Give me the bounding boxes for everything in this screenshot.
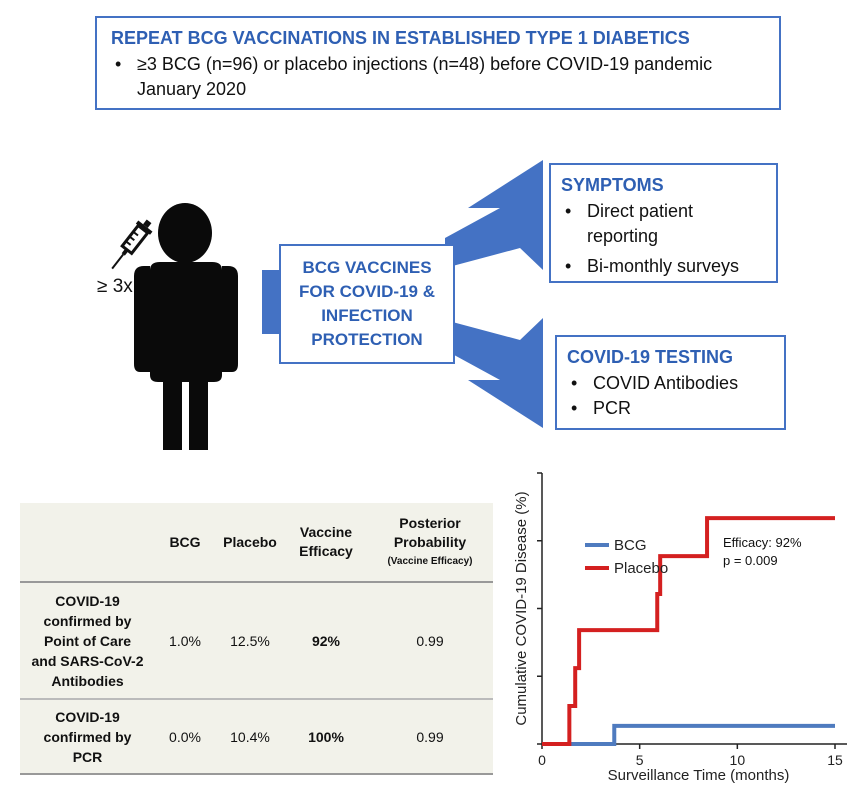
table-row: COVID-19 confirmed by Point of Care and … [20,582,493,700]
symptoms-item-2: Bi-monthly surveys [561,254,766,279]
row1-posterior: 0.99 [367,582,493,700]
study-design-line1: ≥3 BCG (n=96) or placebo injections (n=4… [137,54,713,74]
covid-testing-box: COVID-19 TESTING COVID Antibodies PCR [555,335,786,430]
diagram-graphics [111,160,543,450]
row1-label-line: confirmed by [43,612,132,629]
chart-series-group [542,516,835,746]
x-tick-label: 15 [827,752,843,768]
cumulative-disease-chart: 0 5 10 15 BCG Placebo Cumulative COVID-19 Di… [513,472,847,784]
header-pp-line2: Probability [393,533,467,550]
header-blank [20,503,155,583]
study-design-title: REPEAT BCG VACCINATIONS IN ESTABLISHED T… [111,28,690,48]
row1-label-line: Antibodies [51,672,124,689]
symptoms-box: SYMPTOMS Direct patient reporting Bi-mon… [549,163,778,283]
study-design-line2: January 2020 [137,79,247,99]
covid-testing-item-2: PCR [567,396,774,421]
chart-y-axis-label: Cumulative COVID-19 Disease (%) [513,491,530,725]
row1-label-line: COVID-19 [55,592,120,609]
header-placebo-text: Placebo [223,534,277,550]
covid-testing-item-1: COVID Antibodies [567,371,774,396]
legend-label-placebo: Placebo [614,560,668,577]
lower-branch-arrow [445,318,543,428]
symptoms-item-1-line1: Direct patient [587,201,694,221]
symptoms-title: SYMPTOMS [561,175,664,195]
row1-label-line: and SARS-CoV-2 [31,652,144,669]
header-ve-line1: Vaccine [299,524,353,540]
chart-legend: BCG Placebo [585,537,668,577]
row2-label-line: PCR [72,748,103,765]
header-bcg: BCG [155,503,215,583]
x-tick-label: 5 [636,752,644,768]
table-header-row: BCG Placebo Vaccine Efficacy Posterior P… [20,503,493,583]
header-pp-line1: Posterior [399,514,461,531]
series-line-placebo [542,516,835,746]
row2-posterior: 0.99 [367,699,493,775]
center-box-line2: FOR COVID-19 & [298,282,436,301]
row1-placebo: 12.5% [215,582,285,700]
row1-bcg: 1.0% [155,582,215,700]
chart-x-axis-label: Surveillance Time (months) [608,767,790,784]
symptoms-item-1-line2: reporting [587,226,659,246]
center-box-line3: INFECTION [321,306,413,325]
x-tick-label: 10 [730,752,746,768]
study-design-box: REPEAT BCG VACCINATIONS IN ESTABLISHED T… [95,16,781,110]
covid-testing-title: COVID-19 TESTING [567,347,734,367]
x-tick-label: 0 [538,752,546,768]
row-label-pcr: COVID-19 confirmed by PCR [20,699,155,775]
row1-label-line: Point of Care [43,632,132,649]
row2-label-line: COVID-19 [55,708,120,725]
series-line-bcg [542,723,835,746]
row2-bcg: 0.0% [155,699,215,775]
row1-efficacy: 92% [285,582,367,700]
header-placebo: Placebo [215,503,285,583]
bcg-vaccines-box: BCG VACCINES FOR COVID-19 & INFECTION PR… [279,244,455,364]
table-row: COVID-19 confirmed by PCR 0.0% 10.4% 100… [20,699,493,775]
upper-branch-arrow [445,160,543,270]
row2-efficacy: 100% [285,699,367,775]
legend-label-bcg: BCG [614,537,647,554]
syringe-icon [111,219,153,270]
row2-placebo: 10.4% [215,699,285,775]
row-label-antibodies: COVID-19 confirmed by Point of Care and … [20,582,155,700]
dose-count-label: ≥ 3x [97,276,133,297]
center-box-line1: BCG VACCINES [302,258,432,277]
center-box-line4: PROTECTION [311,330,423,349]
header-posterior-probability: Posterior Probability (Vaccine Efficacy) [367,503,493,583]
row2-label-line: confirmed by [43,728,132,745]
results-table: BCG Placebo Vaccine Efficacy Posterior P… [20,503,493,775]
header-vaccine-efficacy: Vaccine Efficacy [285,503,367,583]
study-design-bullet: ≥3 BCG (n=96) or placebo injections (n=4… [111,52,765,102]
header-pp-sub: (Vaccine Efficacy) [387,555,473,567]
person-icon [134,203,238,450]
symptoms-item-1: Direct patient reporting [561,199,766,249]
header-ve-line2: Efficacy [299,543,353,559]
chart-annotation-efficacy: Efficacy: 92% [723,535,802,550]
chart-annotation-pvalue: p = 0.009 [723,553,778,568]
